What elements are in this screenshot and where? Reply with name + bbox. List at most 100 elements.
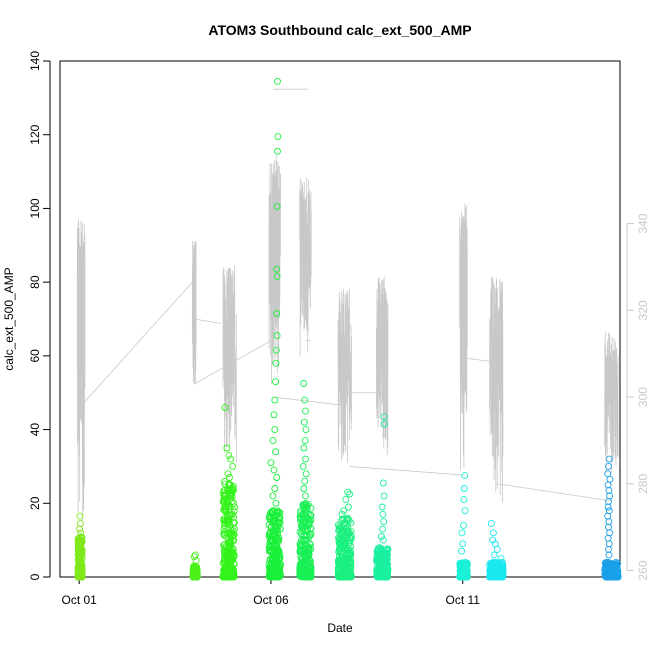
data-point bbox=[347, 528, 355, 536]
data-point bbox=[75, 561, 83, 569]
data-point bbox=[269, 530, 277, 538]
series-line-segment bbox=[464, 357, 498, 363]
data-point bbox=[297, 559, 305, 567]
data-point bbox=[301, 522, 309, 530]
data-point bbox=[342, 496, 350, 504]
data-point bbox=[378, 503, 386, 511]
x-tick-label: Oct 01 bbox=[61, 593, 97, 607]
data-point bbox=[272, 359, 280, 367]
data-point bbox=[271, 545, 279, 553]
data-point bbox=[605, 562, 613, 570]
right-axis-series-lines bbox=[76, 88, 619, 521]
data-point bbox=[268, 537, 276, 545]
data-point bbox=[379, 536, 387, 544]
data-point bbox=[306, 511, 314, 519]
data-point bbox=[606, 492, 614, 500]
data-point bbox=[275, 572, 283, 580]
data-point bbox=[273, 310, 281, 317]
data-point bbox=[221, 503, 229, 510]
data-point bbox=[265, 513, 273, 521]
x-tick-label: Oct 06 bbox=[253, 593, 289, 607]
right-tick-label: 280 bbox=[636, 473, 650, 493]
data-point bbox=[301, 477, 309, 485]
data-point bbox=[379, 525, 387, 533]
data-point bbox=[273, 474, 281, 481]
data-point bbox=[605, 572, 613, 580]
series-line-burst bbox=[222, 265, 237, 464]
data-point bbox=[335, 538, 343, 546]
data-point bbox=[346, 573, 354, 581]
data-point bbox=[300, 418, 308, 426]
data-point bbox=[299, 555, 306, 563]
y-tick-label: 140 bbox=[28, 51, 42, 71]
y-tick-label: 0 bbox=[28, 573, 42, 580]
data-point bbox=[457, 564, 465, 571]
data-point bbox=[380, 518, 388, 526]
data-point bbox=[302, 426, 310, 434]
data-points bbox=[74, 77, 622, 581]
data-point bbox=[267, 546, 275, 554]
data-point bbox=[461, 472, 469, 480]
data-point bbox=[346, 553, 354, 561]
data-point bbox=[273, 203, 281, 211]
data-point bbox=[490, 551, 498, 559]
data-point bbox=[303, 512, 311, 520]
series-line-segment bbox=[349, 466, 465, 476]
data-point bbox=[605, 545, 612, 553]
data-point bbox=[78, 538, 86, 545]
data-point bbox=[224, 470, 232, 478]
series-line-segment bbox=[194, 340, 272, 385]
data-point bbox=[227, 455, 235, 463]
chart-title: ATOM3 Southbound calc_ext_500_AMP bbox=[208, 22, 471, 38]
data-point bbox=[191, 551, 199, 559]
data-point bbox=[344, 488, 352, 496]
y-tick-label: 100 bbox=[28, 198, 42, 218]
data-point bbox=[307, 530, 315, 538]
data-point bbox=[77, 550, 85, 558]
series-line-burst bbox=[459, 203, 468, 470]
data-point bbox=[221, 548, 229, 556]
data-point bbox=[302, 492, 309, 500]
data-point bbox=[614, 567, 622, 575]
data-point bbox=[304, 500, 312, 508]
data-point bbox=[303, 532, 311, 540]
data-point bbox=[220, 515, 228, 523]
data-point bbox=[231, 503, 238, 511]
right-tick-label: 300 bbox=[636, 387, 650, 407]
data-point bbox=[191, 563, 199, 571]
data-point bbox=[302, 573, 310, 581]
data-point bbox=[270, 411, 278, 419]
data-point bbox=[190, 553, 198, 561]
data-point bbox=[604, 534, 612, 542]
data-point bbox=[606, 529, 614, 537]
data-point bbox=[269, 437, 277, 445]
data-point bbox=[220, 531, 228, 539]
y-tick-label: 20 bbox=[28, 496, 42, 510]
x-axis-title: Date bbox=[327, 621, 353, 635]
data-point bbox=[76, 545, 84, 553]
data-point bbox=[460, 521, 467, 529]
data-point bbox=[272, 346, 280, 354]
data-point bbox=[191, 573, 199, 581]
data-point bbox=[299, 540, 307, 548]
series-line-burst bbox=[268, 155, 281, 384]
data-point bbox=[193, 573, 201, 581]
series-line-burst bbox=[76, 219, 86, 521]
data-point bbox=[221, 404, 229, 411]
data-point bbox=[303, 502, 311, 510]
data-point bbox=[345, 517, 353, 525]
data-point bbox=[271, 556, 279, 564]
data-point bbox=[339, 527, 347, 535]
data-point bbox=[346, 539, 354, 547]
data-point bbox=[76, 512, 84, 520]
data-point bbox=[299, 462, 307, 470]
data-point bbox=[76, 525, 84, 533]
data-point bbox=[307, 564, 315, 571]
data-point bbox=[460, 485, 468, 492]
data-point bbox=[340, 559, 348, 567]
data-point bbox=[227, 569, 235, 576]
data-point bbox=[226, 511, 234, 519]
x-tick-label: Oct 11 bbox=[446, 593, 481, 607]
data-point bbox=[306, 559, 314, 567]
